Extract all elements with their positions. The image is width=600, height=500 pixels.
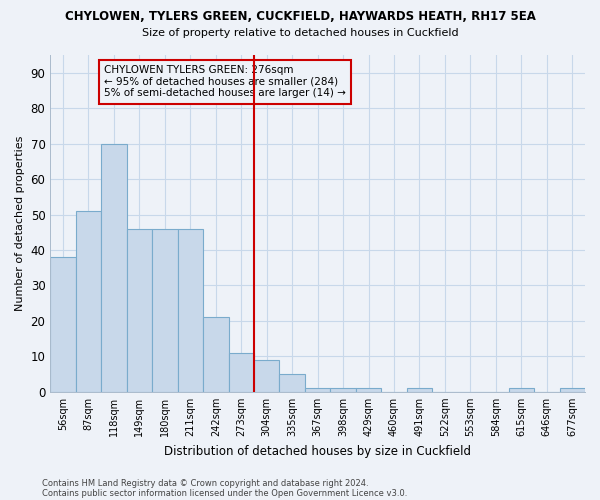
Bar [280, 374, 305, 392]
X-axis label: Distribution of detached houses by size in Cuckfield: Distribution of detached houses by size … [164, 444, 471, 458]
Bar [331, 388, 356, 392]
Bar [356, 388, 382, 392]
Bar [152, 228, 178, 392]
Text: Contains HM Land Registry data © Crown copyright and database right 2024.: Contains HM Land Registry data © Crown c… [42, 478, 368, 488]
Bar [509, 388, 534, 392]
Bar [229, 353, 254, 392]
Text: Size of property relative to detached houses in Cuckfield: Size of property relative to detached ho… [142, 28, 458, 38]
Bar [407, 388, 432, 392]
Bar [178, 228, 203, 392]
Text: Contains public sector information licensed under the Open Government Licence v3: Contains public sector information licen… [42, 488, 407, 498]
Bar [560, 388, 585, 392]
Bar [50, 257, 76, 392]
Bar [203, 318, 229, 392]
Text: CHYLOWEN TYLERS GREEN: 276sqm
← 95% of detached houses are smaller (284)
5% of s: CHYLOWEN TYLERS GREEN: 276sqm ← 95% of d… [104, 65, 346, 98]
Y-axis label: Number of detached properties: Number of detached properties [15, 136, 25, 311]
Bar [305, 388, 331, 392]
Text: CHYLOWEN, TYLERS GREEN, CUCKFIELD, HAYWARDS HEATH, RH17 5EA: CHYLOWEN, TYLERS GREEN, CUCKFIELD, HAYWA… [65, 10, 535, 23]
Bar [127, 228, 152, 392]
Bar [76, 211, 101, 392]
Bar [101, 144, 127, 392]
Bar [254, 360, 280, 392]
